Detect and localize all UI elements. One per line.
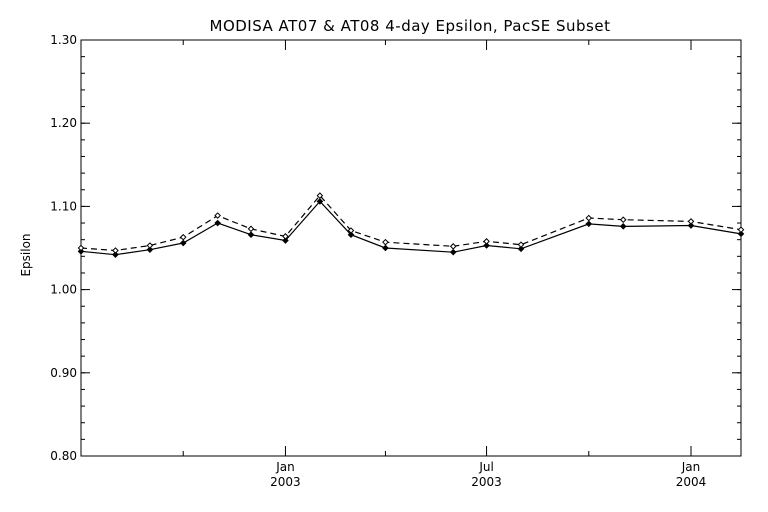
data-point [449,248,457,256]
y-tick-label: 1.10 [50,199,77,213]
data-point [282,237,289,244]
data-point [483,242,490,249]
data-point [146,246,154,253]
y-axis: 0.80 0.90 1.00 1.10 1.20 1.30 [50,33,741,463]
data-point [214,219,221,227]
data-point [517,241,525,248]
data-point [282,233,289,240]
data-point [179,239,187,247]
y-tick-label: 1.00 [50,283,77,297]
data-point [214,212,221,219]
x-tick-year: 2003 [270,475,301,489]
chart-title: MODISA AT07 & AT08 4-day Epsilon, PacSE … [210,17,611,35]
plot-frame [80,39,742,457]
x-tick-month: Jan [681,460,701,474]
data-point [316,198,324,205]
series-line-solid [80,200,742,256]
data-point [146,242,154,249]
data-point [483,238,490,245]
y-axis-label: Epsilon [19,233,33,276]
data-point [687,218,695,225]
data-point [382,238,389,246]
y-tick-label: 0.90 [50,366,77,380]
data-point [585,214,593,222]
series-layer [77,192,745,258]
data-point [449,243,457,250]
data-point [112,247,119,254]
data-point [585,220,593,228]
data-point [316,192,324,199]
y-tick-label: 1.20 [50,116,77,130]
data-point [687,222,695,229]
data-point [112,251,119,258]
data-point [619,216,627,224]
x-tick-month: Jul [478,460,493,474]
data-point [737,226,745,234]
data-point [77,248,85,255]
data-point [77,244,85,252]
data-point [382,244,389,252]
data-point [619,223,627,230]
x-tick-month: Jan [275,460,295,474]
x-tick-year: 2003 [471,475,502,489]
data-point [517,245,525,253]
x-tick-year: 2004 [676,475,707,489]
data-point [347,231,355,238]
y-tick-label: 1.30 [50,33,77,47]
data-point [737,230,745,238]
data-point [347,227,355,234]
data-point [247,225,255,233]
data-point [247,231,255,238]
data-point [179,233,187,241]
y-tick-label: 0.80 [50,449,77,463]
series-line-dashed [80,194,742,252]
